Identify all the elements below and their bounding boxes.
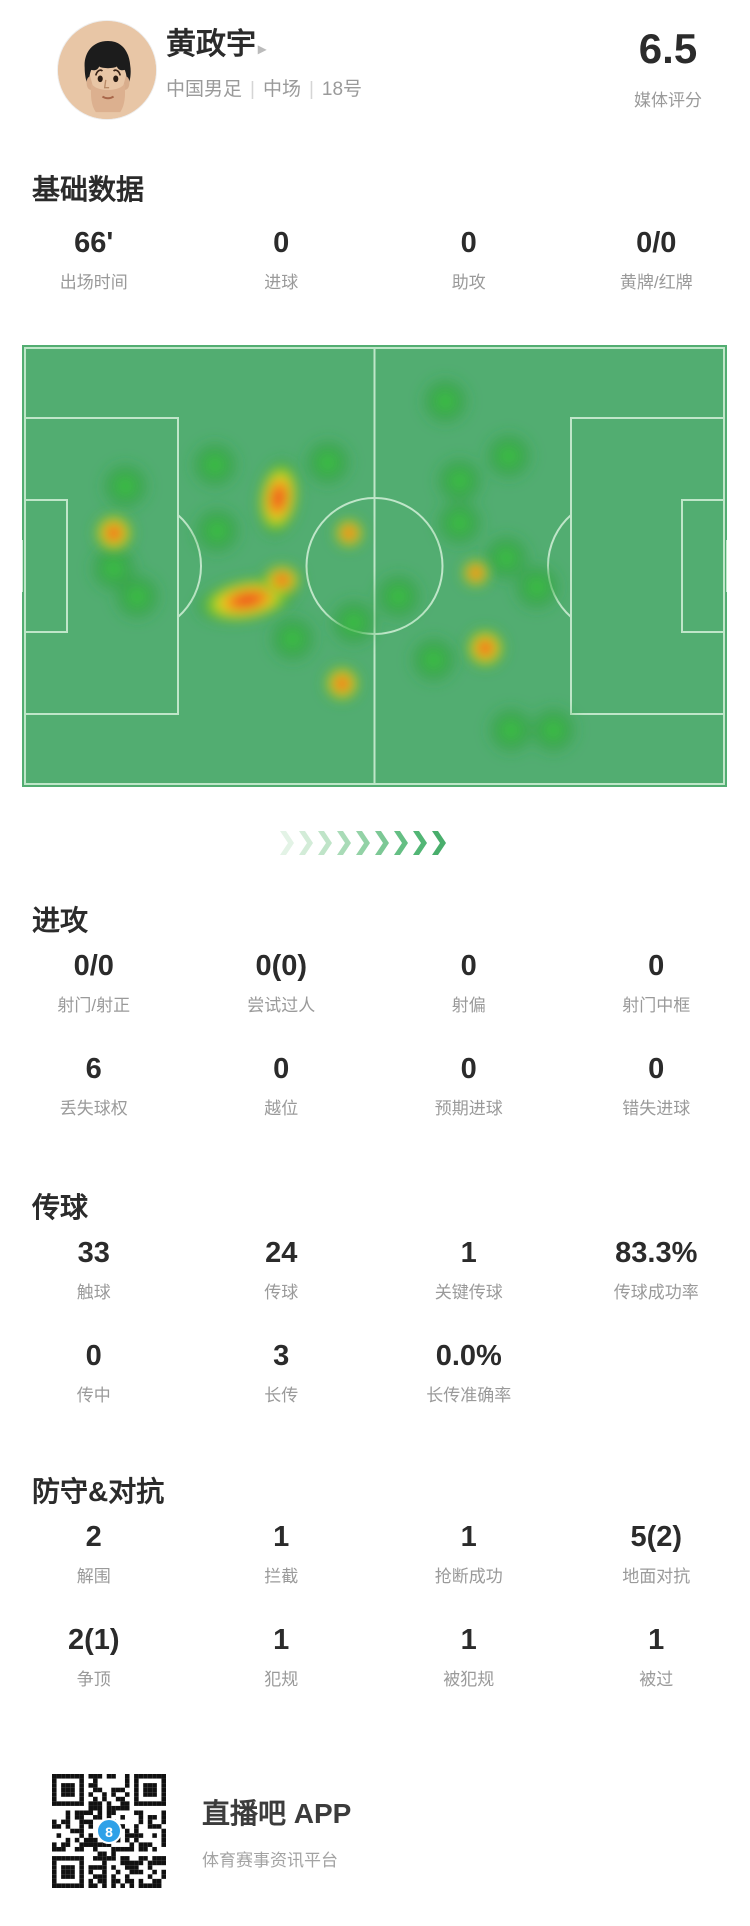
svg-text:8: 8: [105, 1824, 113, 1840]
